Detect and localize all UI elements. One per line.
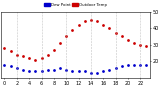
Legend: Dew Point, Outdoor Temp: Dew Point, Outdoor Temp [42,1,109,9]
